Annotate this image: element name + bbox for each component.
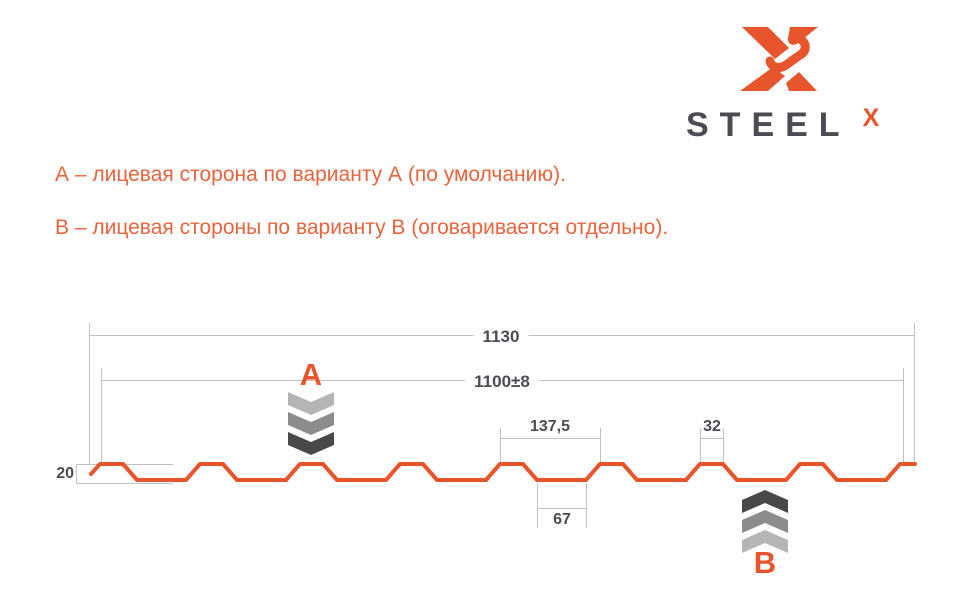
dim-32-tick-left (700, 428, 701, 462)
dim-1100-ext-right (903, 368, 904, 462)
logo-wordmark: STEEL X (686, 104, 880, 144)
legend-line-a: А – лицевая сторона по варианту А (по ум… (55, 163, 566, 186)
dim-1130-label: 1130 (473, 326, 529, 347)
dim-1100-ext-left (101, 368, 102, 462)
dim-32-line (700, 438, 723, 439)
dim-32-label: 32 (703, 418, 721, 435)
dim-1100-label: 1100±8 (465, 371, 539, 392)
legend-line-b: В – лицевая стороны по варианту В (огова… (55, 216, 669, 239)
dim-67-label: 67 (553, 511, 571, 528)
dim-67-tick-right (586, 483, 587, 528)
dim-137-tick-left (500, 428, 501, 462)
marker-a-letter: А (299, 357, 323, 392)
dim-1130-ext-right (914, 323, 915, 465)
dim-1130-ext-left (89, 323, 90, 464)
brand-name: STEEL (686, 106, 851, 144)
dim-137-tick-right (600, 428, 601, 462)
marker-b-letter: В (753, 545, 777, 580)
dim-20-bottom-line (76, 483, 173, 484)
dim-67-tick-left (537, 483, 538, 528)
dim-20-label: 20 (56, 465, 74, 482)
dim-137-line (500, 438, 600, 439)
dim-137-label: 137,5 (529, 418, 571, 435)
steelx-x-mark-icon (740, 27, 818, 91)
dim-20-top-line (76, 464, 173, 465)
brand-suffix-x: X (862, 104, 880, 132)
chevron-down-icon (288, 392, 334, 455)
dim-20-left-line (76, 464, 77, 483)
dim-32-tick-right (723, 428, 724, 462)
chevron-up-icon (742, 490, 788, 553)
dim-67-line (537, 508, 586, 509)
profile-outline (89, 462, 917, 482)
